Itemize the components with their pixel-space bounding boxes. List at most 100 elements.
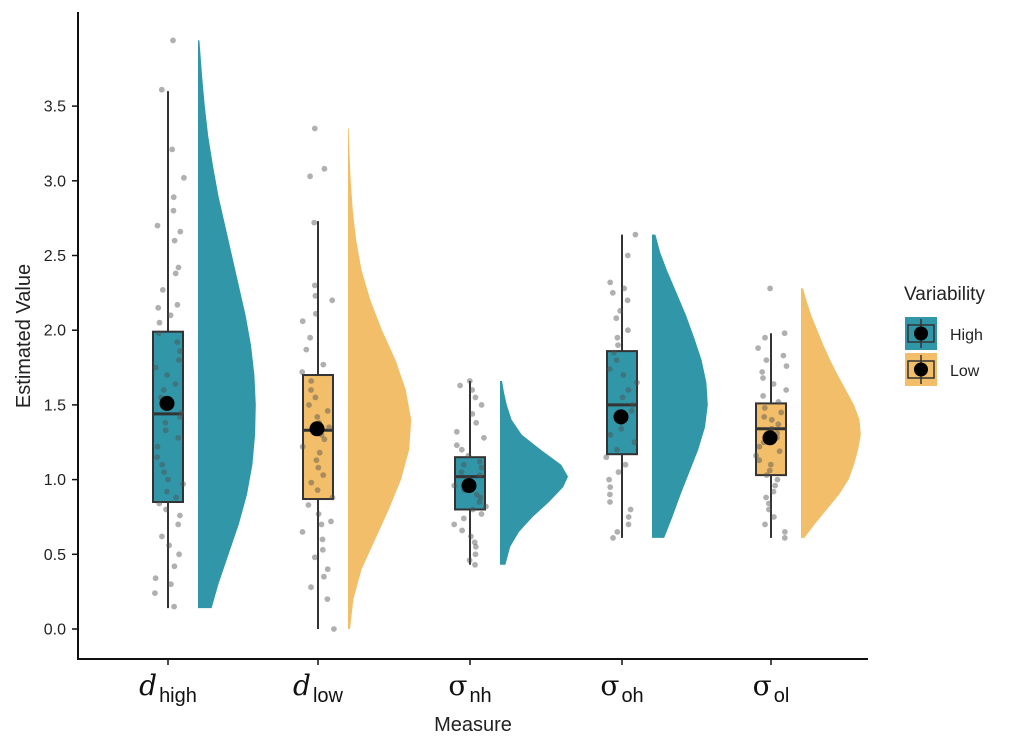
data-point xyxy=(307,334,313,341)
data-point xyxy=(621,285,628,292)
data-point xyxy=(167,312,174,319)
x-tick-subscript: oh xyxy=(621,685,643,707)
x-tick-base: σ xyxy=(448,669,467,702)
data-point xyxy=(174,339,181,346)
data-point xyxy=(154,222,161,229)
data-point xyxy=(625,327,631,334)
data-point xyxy=(162,419,169,426)
data-point xyxy=(163,506,169,513)
data-point xyxy=(478,402,485,408)
x-tick-base: σ xyxy=(600,669,619,702)
data-point xyxy=(155,304,162,311)
data-point xyxy=(477,494,484,501)
data-point xyxy=(171,563,178,570)
data-point xyxy=(458,446,465,453)
data-point xyxy=(308,479,315,486)
data-point xyxy=(331,626,337,632)
data-point xyxy=(772,482,778,489)
data-point xyxy=(170,194,177,201)
data-point xyxy=(152,590,158,596)
data-point xyxy=(770,488,777,495)
data-point xyxy=(177,228,184,235)
data-point xyxy=(159,287,166,293)
data-point xyxy=(453,442,460,449)
y-tick-label: 0.5 xyxy=(44,547,66,564)
data-point xyxy=(613,357,620,363)
data-point xyxy=(460,515,467,522)
data-point xyxy=(625,387,632,393)
y-tick-label: 2.5 xyxy=(44,248,66,265)
data-point xyxy=(451,482,458,489)
data-point xyxy=(624,297,631,304)
data-point xyxy=(761,405,768,411)
data-point xyxy=(763,472,770,478)
data-point xyxy=(778,409,785,416)
data-point xyxy=(629,402,636,408)
mean-marker xyxy=(461,478,477,494)
data-point xyxy=(172,381,179,387)
data-point xyxy=(171,237,178,244)
data-point xyxy=(468,533,474,540)
x-tick-subscript: nh xyxy=(469,685,491,707)
mean-marker xyxy=(762,430,778,446)
legend-item-high: High xyxy=(905,317,983,350)
data-point xyxy=(476,499,483,505)
data-point xyxy=(781,535,788,541)
data-point xyxy=(472,394,479,401)
x-tick-label: d low xyxy=(293,669,344,707)
axes-layer xyxy=(77,12,868,660)
data-point xyxy=(766,500,772,507)
data-point xyxy=(762,521,768,528)
data-point xyxy=(760,393,766,399)
data-point xyxy=(315,464,322,471)
data-point xyxy=(775,399,782,405)
data-point xyxy=(768,416,775,423)
density-cloud-d-low xyxy=(348,128,412,629)
data-point xyxy=(613,315,620,322)
data-point xyxy=(329,297,336,304)
data-point xyxy=(177,414,183,420)
data-point xyxy=(324,596,331,602)
data-point xyxy=(164,372,171,378)
legend-label: High xyxy=(950,327,983,344)
data-point xyxy=(312,394,319,401)
data-point xyxy=(614,529,621,535)
x-axis-title: Measure xyxy=(434,714,512,736)
data-point xyxy=(473,491,480,498)
legend-title: Variability xyxy=(904,284,985,305)
data-point xyxy=(763,494,769,501)
x-tick-subscript: ol xyxy=(774,685,790,707)
data-point xyxy=(627,506,634,513)
data-point xyxy=(307,173,313,180)
data-point xyxy=(611,349,617,356)
data-point xyxy=(329,494,336,501)
box-iqr xyxy=(152,330,184,504)
data-point xyxy=(767,461,774,468)
x-tick-label: σ oh xyxy=(600,669,643,707)
data-point xyxy=(321,573,327,580)
y-tick-label: 3.0 xyxy=(44,173,66,190)
data-point xyxy=(483,503,489,510)
data-point xyxy=(299,443,306,450)
x-tick-subscript: low xyxy=(313,685,344,707)
data-point xyxy=(165,476,172,483)
data-point xyxy=(472,561,478,568)
x-tick-subscript: high xyxy=(159,685,197,707)
data-point xyxy=(622,461,629,468)
legend-mean-glyph xyxy=(914,326,928,341)
data-point xyxy=(756,457,763,464)
data-point xyxy=(770,381,777,387)
data-point xyxy=(760,375,766,381)
data-point xyxy=(603,454,610,461)
data-point xyxy=(776,448,783,455)
data-point xyxy=(766,467,773,474)
data-point xyxy=(156,500,163,507)
data-point xyxy=(306,402,312,408)
data-point xyxy=(466,378,473,384)
legend-mean-glyph xyxy=(914,362,928,377)
data-point xyxy=(469,387,476,393)
data-point xyxy=(628,408,635,414)
data-point xyxy=(320,472,327,478)
